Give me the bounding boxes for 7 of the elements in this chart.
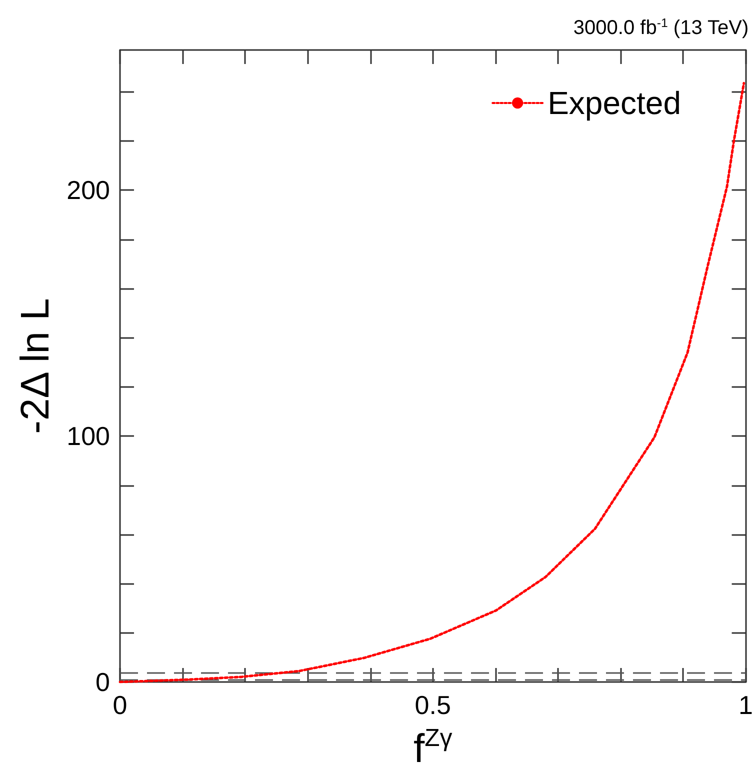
y-tick-label: 0 bbox=[96, 667, 110, 697]
y-tick-label: 200 bbox=[66, 175, 110, 206]
y-axis-title: -2Δ ln L bbox=[14, 298, 58, 434]
legend-label: Expected bbox=[548, 85, 681, 121]
y-tick-label: 100 bbox=[66, 421, 110, 452]
x-tick-label: 0.5 bbox=[414, 690, 451, 720]
x-tick-label: 1 bbox=[738, 690, 754, 720]
